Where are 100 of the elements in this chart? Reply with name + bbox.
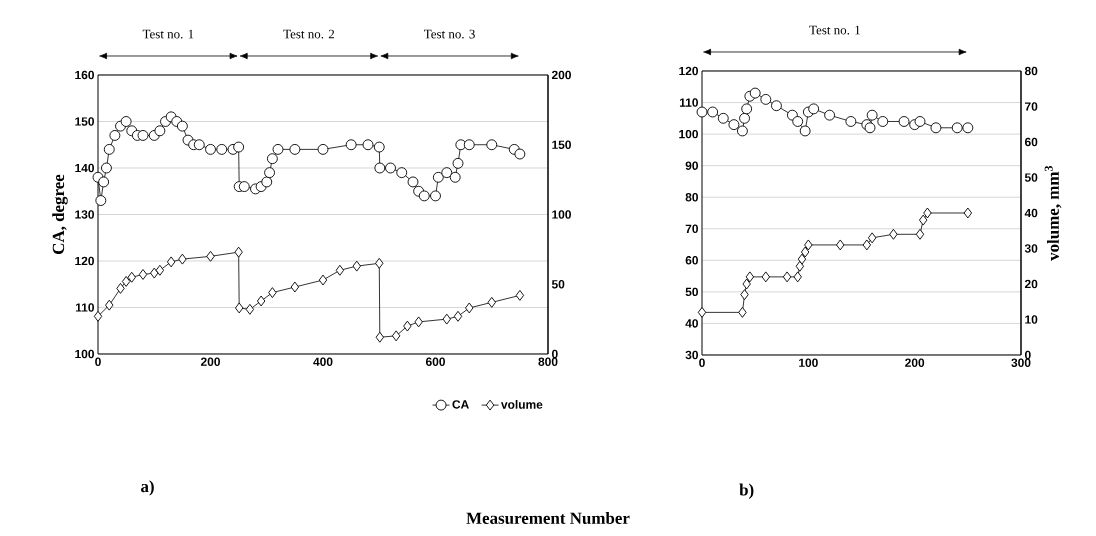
legend-label: CA [452,400,469,409]
y-tick-label: 100 [75,349,94,359]
point [375,331,385,343]
point [707,106,719,118]
point [898,116,910,127]
point [697,306,707,318]
point [116,282,125,294]
point [745,271,755,283]
point [103,143,115,155]
y-tick-label: 110 [679,98,698,107]
y-tick-label: 120 [75,256,94,266]
point [866,109,878,121]
point [804,239,813,251]
x-tick-label: 800 [538,357,558,366]
point [150,267,159,279]
y2-tick-label: 150 [552,140,571,149]
point [176,120,188,132]
point [741,103,753,115]
point [877,116,889,127]
point [515,289,525,301]
y-tick-label: 40 [685,319,698,328]
y-tick-label: 50 [685,287,698,297]
point [352,260,361,272]
point [696,106,708,118]
point [318,274,328,286]
point [105,299,114,311]
y-tick-label: 130 [75,210,94,219]
point [514,148,526,160]
y2-tick-label: 0 [552,349,558,359]
y-tick-label: 150 [75,117,94,126]
point [808,103,820,115]
point [407,176,419,188]
x-tick-label: 400 [313,357,333,366]
x-tick-label: 200 [905,358,925,367]
point [962,122,974,134]
point [418,190,430,202]
point [792,116,804,127]
point [432,171,444,183]
x-tick-label: 100 [799,358,818,367]
y-tick-label: 140 [75,163,94,173]
y2-tick-label: 50 [551,280,565,289]
point [795,260,805,272]
point [441,167,453,179]
text: Test no. 1 [142,29,194,39]
y-tick-label: 60 [685,256,698,265]
point [442,313,451,325]
point [374,162,386,174]
point [121,276,131,287]
text: Test no. 3 [424,29,475,39]
y-tick-label: 120 [679,66,698,76]
point [261,176,273,188]
point [728,119,740,131]
point [742,278,751,290]
point [800,246,810,258]
point [403,320,412,332]
point [487,296,496,308]
y2-tick-label: 200 [551,70,571,80]
point [951,122,963,134]
point [824,109,836,121]
x-tick-label: 600 [425,357,445,366]
text: Test no. 1 [809,25,860,35]
point [216,143,228,155]
point [155,264,165,276]
point [799,125,811,137]
point [98,176,110,188]
y-axis-title: CA, degree [52,174,68,254]
point [268,287,277,299]
point [345,139,357,151]
point [914,116,926,127]
y-tick-label: 30 [685,350,698,360]
point [256,295,266,307]
point [245,303,255,315]
point [862,239,872,251]
y2-tick-label: 40 [1024,208,1038,218]
point [889,228,898,240]
point [154,125,166,137]
point [465,302,474,314]
point [740,289,749,301]
point [375,257,384,269]
y-tick-label: 100 [679,129,698,139]
point [749,87,761,99]
y-tick-label: 160 [75,70,94,80]
point [760,93,772,105]
point [137,130,149,141]
y2-tick-label: 100 [552,210,571,219]
point [463,139,475,151]
point [793,271,802,283]
point [290,281,300,293]
legend-label: volume [501,400,543,409]
point [93,310,103,322]
point [234,246,243,258]
point [836,239,845,251]
y2-tick-label: 50 [1024,173,1038,182]
y2-axis-title: volume, mm$^{3}$ [1044,165,1062,261]
point [919,214,928,226]
point [317,143,329,155]
point [385,162,396,174]
point [845,116,857,127]
y2-tick-label: 60 [1024,137,1038,147]
y-tick-label: 90 [685,161,698,170]
